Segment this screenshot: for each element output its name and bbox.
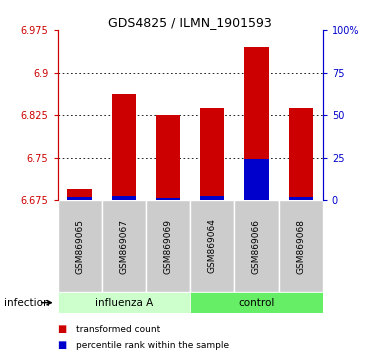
Bar: [190, 292, 323, 313]
Text: percentile rank within the sample: percentile rank within the sample: [76, 341, 229, 350]
Bar: [58, 292, 190, 313]
Text: control: control: [238, 298, 275, 308]
Bar: [279, 200, 323, 292]
Bar: [156, 115, 180, 200]
Bar: [156, 198, 180, 200]
Text: GSM869066: GSM869066: [252, 218, 261, 274]
Bar: [102, 200, 146, 292]
Bar: [146, 200, 190, 292]
Bar: [190, 200, 234, 292]
Bar: [58, 200, 102, 292]
Bar: [68, 189, 92, 200]
Text: ■: ■: [58, 324, 67, 334]
Bar: [234, 200, 279, 292]
Bar: [200, 196, 224, 200]
Bar: [289, 108, 313, 200]
Text: influenza A: influenza A: [95, 298, 153, 308]
Text: GSM869065: GSM869065: [75, 218, 84, 274]
Text: infection: infection: [4, 298, 49, 308]
Bar: [289, 197, 313, 200]
Text: GSM869068: GSM869068: [296, 218, 305, 274]
Text: GSM869067: GSM869067: [119, 218, 128, 274]
Text: GSM869064: GSM869064: [208, 218, 217, 274]
Bar: [244, 159, 269, 200]
Bar: [200, 108, 224, 200]
Bar: [68, 196, 92, 200]
Text: transformed count: transformed count: [76, 325, 160, 334]
Text: GDS4825 / ILMN_1901593: GDS4825 / ILMN_1901593: [108, 16, 272, 29]
Bar: [112, 94, 136, 200]
Bar: [112, 196, 136, 200]
Text: ■: ■: [58, 340, 67, 350]
Bar: [244, 47, 269, 200]
Text: GSM869069: GSM869069: [164, 218, 173, 274]
